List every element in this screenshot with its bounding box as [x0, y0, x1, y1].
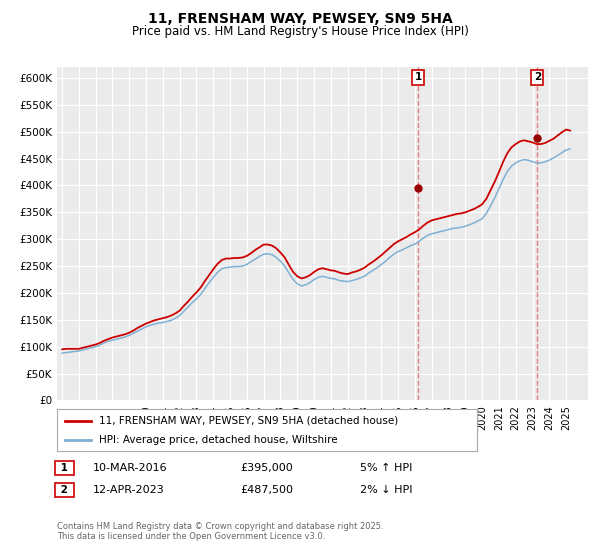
Text: 2: 2: [533, 72, 541, 82]
Text: 12-APR-2023: 12-APR-2023: [93, 485, 165, 495]
Text: £487,500: £487,500: [240, 485, 293, 495]
Text: 10-MAR-2016: 10-MAR-2016: [93, 463, 167, 473]
Text: 5% ↑ HPI: 5% ↑ HPI: [360, 463, 412, 473]
Text: Price paid vs. HM Land Registry's House Price Index (HPI): Price paid vs. HM Land Registry's House …: [131, 25, 469, 38]
Text: £395,000: £395,000: [240, 463, 293, 473]
Text: 2: 2: [57, 485, 71, 495]
Text: 1: 1: [415, 72, 422, 82]
Text: HPI: Average price, detached house, Wiltshire: HPI: Average price, detached house, Wilt…: [99, 435, 338, 445]
Text: Contains HM Land Registry data © Crown copyright and database right 2025.
This d: Contains HM Land Registry data © Crown c…: [57, 522, 383, 542]
Text: 11, FRENSHAM WAY, PEWSEY, SN9 5HA (detached house): 11, FRENSHAM WAY, PEWSEY, SN9 5HA (detac…: [99, 416, 398, 426]
Text: 2% ↓ HPI: 2% ↓ HPI: [360, 485, 413, 495]
Text: 11, FRENSHAM WAY, PEWSEY, SN9 5HA: 11, FRENSHAM WAY, PEWSEY, SN9 5HA: [148, 12, 452, 26]
Text: 1: 1: [57, 463, 71, 473]
